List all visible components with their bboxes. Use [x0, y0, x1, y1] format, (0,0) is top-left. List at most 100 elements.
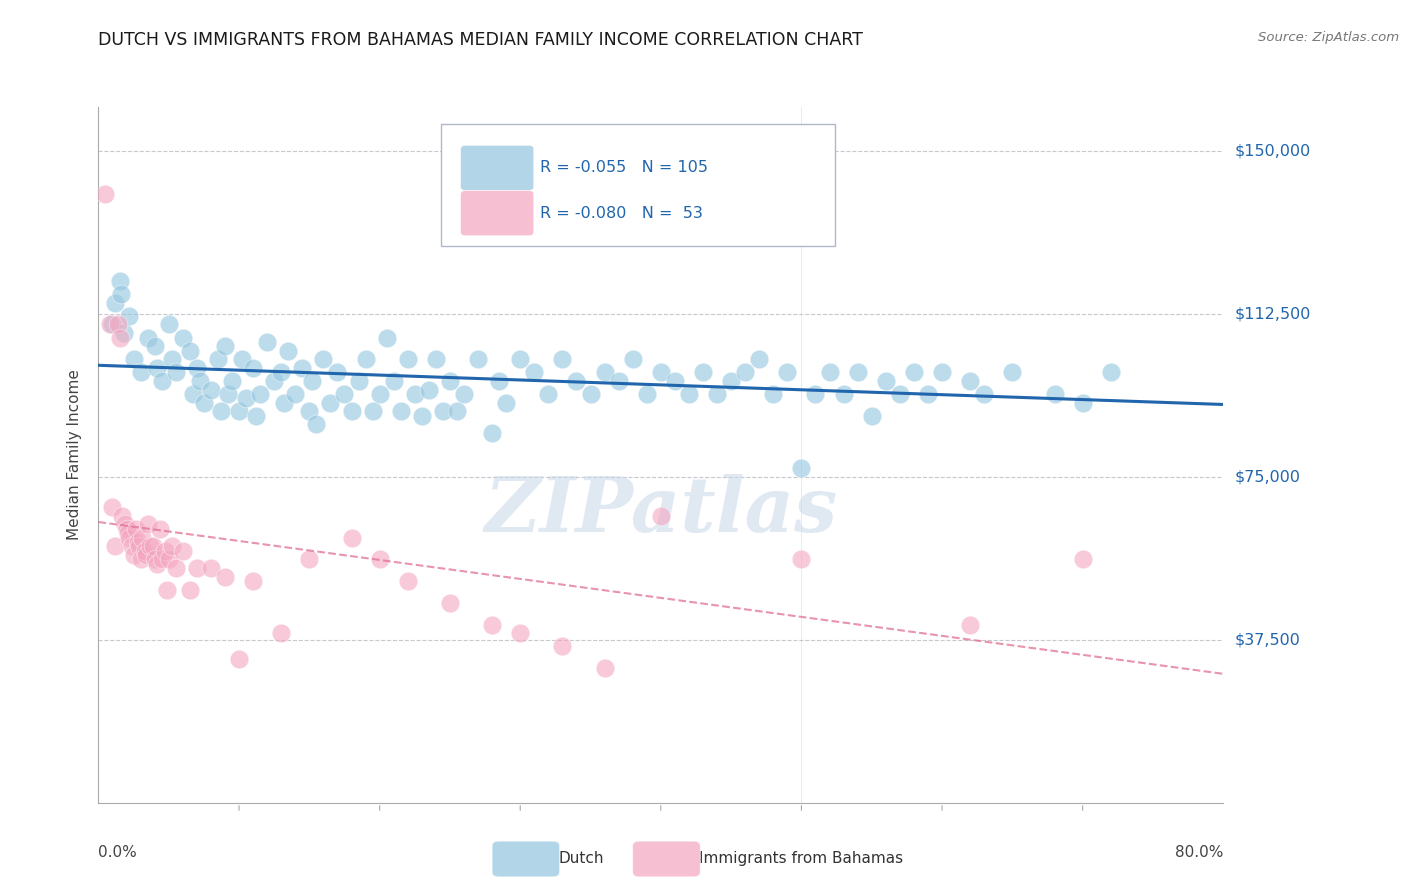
Point: [200, 383, 222, 397]
Point: [1071, 552, 1094, 566]
Point: [481, 426, 503, 441]
Point: [112, 326, 135, 341]
Point: [650, 365, 672, 379]
Point: [101, 500, 124, 514]
Point: [776, 365, 799, 379]
Point: [481, 617, 503, 632]
Point: [1099, 365, 1122, 379]
Point: [136, 330, 159, 344]
Point: [361, 404, 384, 418]
Point: [125, 522, 148, 536]
Point: [231, 352, 253, 367]
Point: [143, 339, 166, 353]
Point: [149, 522, 172, 536]
Point: [903, 365, 925, 379]
Point: [181, 387, 204, 401]
Point: [160, 539, 183, 553]
Text: ZIPatlas: ZIPatlas: [484, 474, 838, 548]
Point: [720, 374, 742, 388]
Point: [467, 352, 489, 367]
Point: [959, 617, 981, 632]
Point: [98, 318, 121, 332]
Text: R = -0.080   N =  53: R = -0.080 N = 53: [540, 206, 703, 221]
Point: [439, 374, 461, 388]
Point: [650, 508, 672, 523]
Point: [94, 187, 117, 202]
Text: Immigrants from Bahamas: Immigrants from Bahamas: [699, 852, 903, 866]
Text: R = -0.055   N = 105: R = -0.055 N = 105: [540, 160, 709, 175]
FancyBboxPatch shape: [461, 191, 534, 235]
Point: [263, 374, 285, 388]
Point: [889, 387, 911, 401]
Point: [160, 352, 183, 367]
Point: [186, 361, 208, 376]
Point: [537, 387, 560, 401]
Point: [678, 387, 700, 401]
Point: [305, 417, 328, 432]
Point: [298, 404, 321, 418]
Y-axis label: Median Family Income: Median Family Income: [67, 369, 83, 541]
Point: [157, 552, 180, 566]
Point: [495, 396, 517, 410]
Point: [593, 661, 616, 675]
Point: [762, 387, 785, 401]
Point: [117, 526, 139, 541]
Point: [312, 352, 335, 367]
Point: [636, 387, 658, 401]
Point: [188, 374, 211, 388]
Point: [179, 343, 201, 358]
Point: [108, 274, 131, 288]
Text: $150,000: $150,000: [1234, 143, 1310, 158]
Point: [875, 374, 897, 388]
Point: [139, 539, 162, 553]
Point: [186, 561, 208, 575]
Point: [291, 361, 314, 376]
Point: [1001, 365, 1024, 379]
Point: [593, 365, 616, 379]
Point: [832, 387, 855, 401]
Point: [249, 387, 271, 401]
Point: [221, 374, 243, 388]
Point: [375, 330, 398, 344]
Point: [273, 396, 295, 410]
Point: [134, 543, 156, 558]
Point: [115, 522, 138, 536]
Point: [446, 404, 468, 418]
Point: [418, 383, 440, 397]
Point: [319, 396, 342, 410]
Point: [333, 387, 356, 401]
Point: [101, 318, 124, 332]
Point: [122, 352, 145, 367]
Text: DUTCH VS IMMIGRANTS FROM BAHAMAS MEDIAN FAMILY INCOME CORRELATION CHART: DUTCH VS IMMIGRANTS FROM BAHAMAS MEDIAN …: [98, 31, 863, 49]
Point: [146, 361, 169, 376]
Point: [298, 552, 321, 566]
Point: [565, 374, 588, 388]
Point: [135, 548, 157, 562]
Point: [607, 374, 630, 388]
Point: [256, 334, 278, 349]
Text: Dutch: Dutch: [558, 852, 603, 866]
Point: [917, 387, 939, 401]
Point: [242, 574, 264, 588]
Point: [404, 387, 426, 401]
Point: [127, 535, 149, 549]
Point: [368, 387, 391, 401]
Point: [551, 639, 574, 653]
Point: [128, 539, 150, 553]
Point: [354, 352, 377, 367]
Point: [973, 387, 995, 401]
Point: [818, 365, 841, 379]
Point: [748, 352, 770, 367]
Point: [488, 374, 510, 388]
Point: [411, 409, 433, 423]
Point: [129, 365, 152, 379]
Point: [621, 352, 644, 367]
Text: $112,500: $112,500: [1234, 306, 1310, 321]
FancyBboxPatch shape: [461, 145, 534, 191]
Point: [217, 387, 239, 401]
Point: [270, 626, 292, 640]
Point: [209, 404, 232, 418]
Point: [664, 374, 686, 388]
Point: [142, 539, 165, 553]
Point: [804, 387, 827, 401]
